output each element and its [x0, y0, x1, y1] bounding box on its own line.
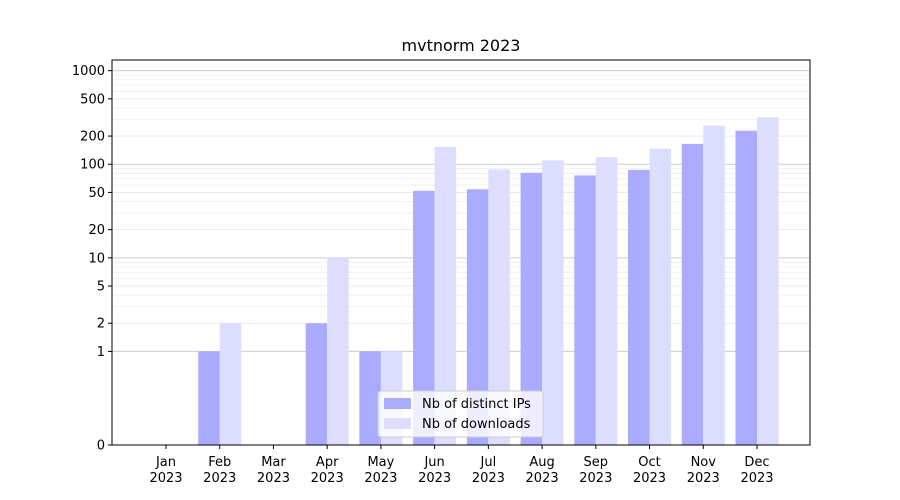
- bar-distinct-ips: [735, 130, 757, 445]
- x-tick-label-month: Jul: [480, 455, 497, 470]
- legend-swatch: [384, 418, 411, 429]
- bar-distinct-ips: [466, 189, 489, 445]
- y-tick-label: 50: [88, 186, 105, 201]
- x-tick-label-month: Aug: [529, 455, 554, 470]
- x-tick-label-year: 2023: [149, 471, 182, 486]
- legend: Nb of distinct IPs Nb of downloads: [377, 390, 544, 438]
- bar-distinct-ips: [520, 172, 543, 445]
- chart-title: mvtnorm 2023: [402, 36, 521, 55]
- y-tick-label: 5: [97, 280, 105, 295]
- x-tick-label-year: 2023: [203, 471, 236, 486]
- bar-distinct-ips: [681, 143, 704, 445]
- y-tick-label: 10: [88, 251, 105, 266]
- bar-distinct-ips: [359, 351, 381, 445]
- bar-downloads: [542, 160, 564, 445]
- bar-downloads: [327, 257, 349, 445]
- x-tick-label-year: 2023: [364, 471, 397, 486]
- legend-label: Nb of downloads: [422, 417, 531, 432]
- x-tick-label-month: May: [367, 455, 394, 470]
- plot-frame: [111, 59, 811, 446]
- x-tick-label-month: Apr: [316, 455, 339, 470]
- bar-distinct-ips: [413, 190, 435, 445]
- x-tick-label-month: Feb: [208, 455, 231, 470]
- x-tick-label-year: 2023: [740, 471, 773, 486]
- x-tick-label-month: Sep: [584, 455, 609, 470]
- y-tick-label: 1: [97, 345, 105, 360]
- bar-downloads: [488, 169, 510, 446]
- bar-downloads: [595, 157, 618, 445]
- y-tick-label: 500: [80, 92, 105, 107]
- x-tick-label-month: Oct: [638, 455, 660, 470]
- legend-swatch: [384, 398, 411, 409]
- x-tick-label-year: 2023: [579, 471, 612, 486]
- x-tick-label-month: Jan: [155, 455, 176, 470]
- x-tick-label-year: 2023: [526, 471, 559, 486]
- bar-downloads: [434, 146, 457, 446]
- bar-downloads: [219, 323, 242, 445]
- bar-distinct-ips: [198, 351, 220, 445]
- y-tick-label: 0: [97, 439, 105, 454]
- y-tick-label: 200: [80, 130, 105, 145]
- x-tick-label-year: 2023: [418, 471, 451, 486]
- x-tick-label-year: 2023: [311, 471, 344, 486]
- x-tick-label-month: Dec: [744, 455, 769, 470]
- x-tick-label-month: Nov: [691, 455, 717, 470]
- y-tick-label: 2: [97, 317, 105, 332]
- bar-downloads: [649, 148, 672, 445]
- bar-downloads: [757, 117, 779, 445]
- y-tick-label: 1000: [72, 64, 105, 79]
- x-tick-label-year: 2023: [633, 471, 666, 486]
- bar-downloads: [703, 125, 725, 445]
- bar-distinct-ips: [574, 175, 596, 445]
- x-tick-label-month: Jun: [423, 455, 444, 470]
- bars: [198, 117, 779, 446]
- y-tick-label: 100: [80, 158, 105, 173]
- x-tick-label-year: 2023: [257, 471, 290, 486]
- x-tick-label-month: Mar: [261, 455, 286, 470]
- legend-box: [377, 390, 544, 438]
- x-tick-label-year: 2023: [472, 471, 505, 486]
- y-axis: 0 1 2 5 10 20 50 100 200 500 1000: [72, 64, 112, 454]
- y-tick-label: 20: [88, 223, 105, 238]
- bar-distinct-ips: [628, 169, 650, 445]
- legend-label: Nb of distinct IPs: [422, 397, 531, 412]
- x-tick-label-year: 2023: [687, 471, 720, 486]
- bar-distinct-ips: [305, 323, 328, 445]
- x-axis: Jan2023Feb2023Mar2023Apr2023May2023Jun20…: [149, 445, 774, 486]
